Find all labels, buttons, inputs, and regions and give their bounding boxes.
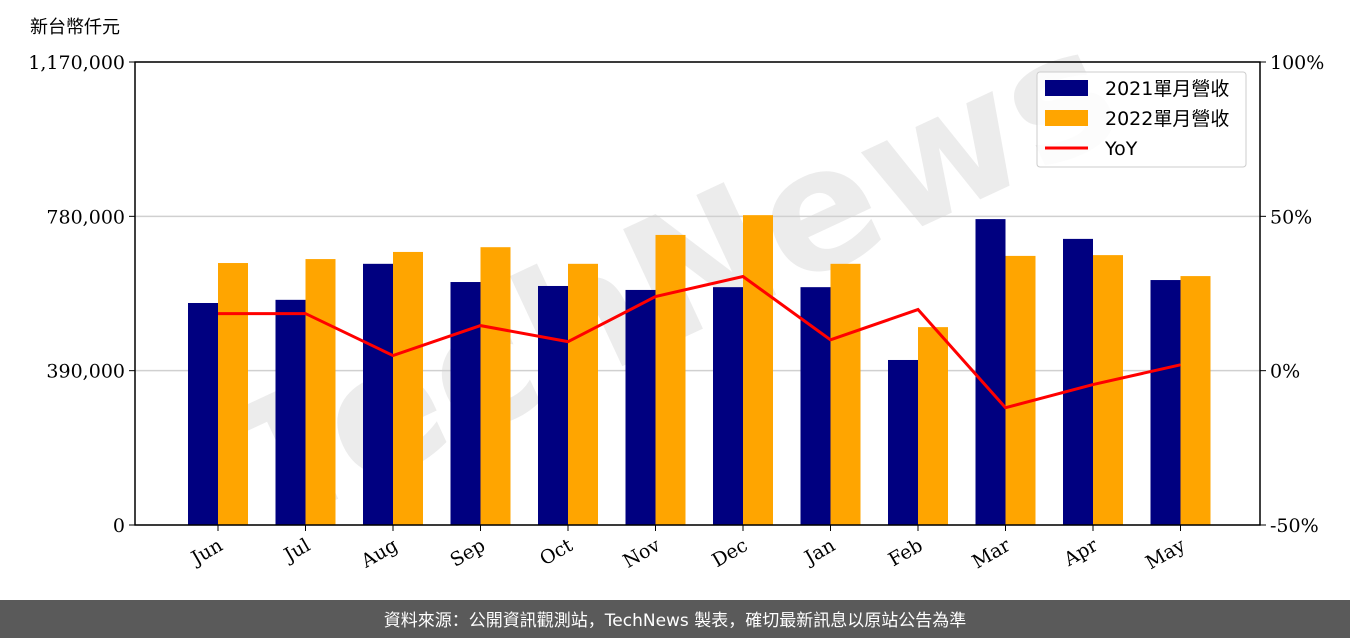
x-tick-label: Jan xyxy=(799,534,839,570)
x-tick-label: May xyxy=(1142,534,1189,574)
y-tick-label: 1,170,000 xyxy=(28,52,125,74)
x-tick-label: Nov xyxy=(619,534,664,573)
bar xyxy=(305,259,336,525)
y-axis-label: 新台幣仟元 xyxy=(30,17,120,38)
bar xyxy=(1180,276,1211,525)
bar xyxy=(800,287,831,525)
y-tick-label: 390,000 xyxy=(46,361,125,383)
bar xyxy=(743,215,773,525)
y-tick-label: 0 xyxy=(113,515,125,537)
legend-box xyxy=(1036,71,1247,168)
legend: 2021單月營收 2022單月營收 YoY xyxy=(1036,71,1247,168)
bar xyxy=(918,327,948,525)
y-tick-label: 780,000 xyxy=(46,206,125,228)
bar xyxy=(393,251,423,525)
legend-label: 2021單月營收 xyxy=(1105,78,1229,100)
bar xyxy=(625,289,656,525)
x-tick-label: Aug xyxy=(357,534,402,573)
x-tick-label: Feb xyxy=(885,534,927,571)
bar xyxy=(1063,238,1093,525)
x-tick-label: Jun xyxy=(186,534,227,570)
y2-tick-label: 100% xyxy=(1270,52,1324,74)
footer: 資料來源：公開資訊觀測站，TechNews 製表，確切最新訊息以原站公告為準 xyxy=(384,611,966,631)
footer-bar xyxy=(0,600,1350,638)
legend-swatch xyxy=(1045,110,1088,126)
bar xyxy=(568,263,598,525)
plot-frame xyxy=(134,61,1261,526)
bar xyxy=(1093,255,1123,525)
y2-tick-label: 0% xyxy=(1270,361,1300,383)
bar xyxy=(538,285,568,525)
y2-tick-label: 50% xyxy=(1270,206,1312,228)
bar xyxy=(888,359,918,525)
legend-swatch xyxy=(1045,80,1088,96)
y2-tick-label: -50% xyxy=(1270,515,1319,537)
bar xyxy=(480,247,511,525)
bar xyxy=(830,263,861,525)
bar xyxy=(1005,255,1036,525)
bar xyxy=(713,287,743,525)
bar xyxy=(655,234,686,525)
x-tick-label: Apr xyxy=(1059,534,1102,571)
bar xyxy=(275,299,306,525)
bar xyxy=(363,263,393,525)
x-tick-label: Sep xyxy=(446,534,489,571)
x-tick-label: Mar xyxy=(968,534,1014,573)
bar xyxy=(1150,280,1181,525)
legend-label: 2022單月營收 xyxy=(1105,108,1229,130)
line xyxy=(218,274,1181,410)
bar xyxy=(975,219,1006,525)
bar xyxy=(188,302,218,525)
legend-label: YoY xyxy=(1104,138,1138,160)
bar xyxy=(450,282,481,525)
bar xyxy=(218,263,248,525)
x-tick-label: Dec xyxy=(708,534,751,572)
x-tick-label: Oct xyxy=(536,534,577,570)
